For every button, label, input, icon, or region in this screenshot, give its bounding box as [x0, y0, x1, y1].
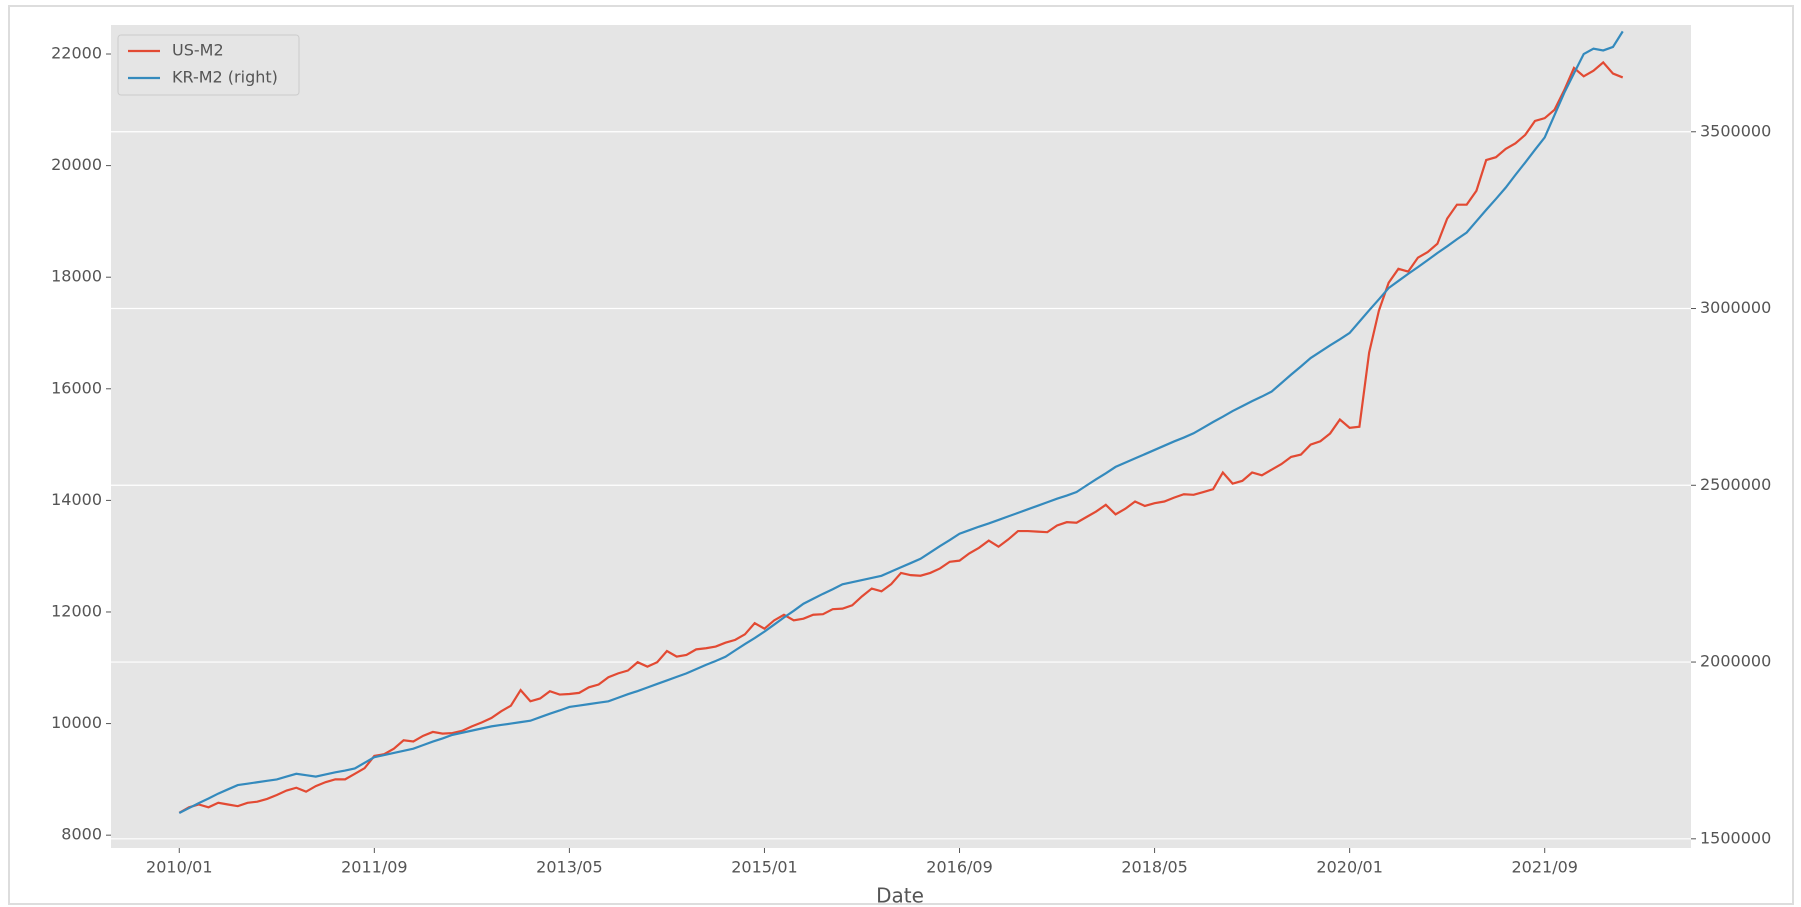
legend-label: KR-M2 (right): [172, 68, 278, 87]
x-axis-label: Date: [876, 884, 924, 907]
x-tick-label: 2015/01: [731, 858, 797, 877]
plot-area: [111, 25, 1691, 848]
x-tick-label: 2016/09: [926, 858, 992, 877]
legend-box: [117, 34, 300, 96]
y-tick-label: 8000: [61, 825, 102, 844]
x-tick-label: 2011/09: [341, 858, 407, 877]
y2-tick-label: 2500000: [1700, 475, 1771, 494]
y2-tick-label: 2000000: [1700, 652, 1771, 671]
legend-label: US-M2: [172, 41, 224, 60]
y-tick-label: 22000: [51, 44, 102, 63]
x-tick-label: 2010/01: [146, 858, 212, 877]
y-tick-label: 18000: [51, 267, 102, 286]
y-tick-label: 14000: [51, 490, 102, 509]
y-tick-label: 12000: [51, 601, 102, 620]
y2-tick-label: 1500000: [1700, 828, 1771, 847]
x-tick-label: 2020/01: [1316, 858, 1382, 877]
y-tick-label: 10000: [51, 713, 102, 732]
y2-tick-label: 3500000: [1700, 121, 1771, 140]
x-tick-label: 2018/05: [1121, 858, 1187, 877]
frame: [8, 5, 1794, 905]
x-tick-label: 2021/09: [1511, 858, 1577, 877]
y2-tick-label: 3000000: [1700, 298, 1771, 317]
series-line: [178, 60, 1624, 814]
y-tick-label: 20000: [51, 155, 102, 174]
series-line: [178, 30, 1624, 814]
x-tick-label: 2013/05: [536, 858, 602, 877]
y-tick-label: 16000: [51, 378, 102, 397]
